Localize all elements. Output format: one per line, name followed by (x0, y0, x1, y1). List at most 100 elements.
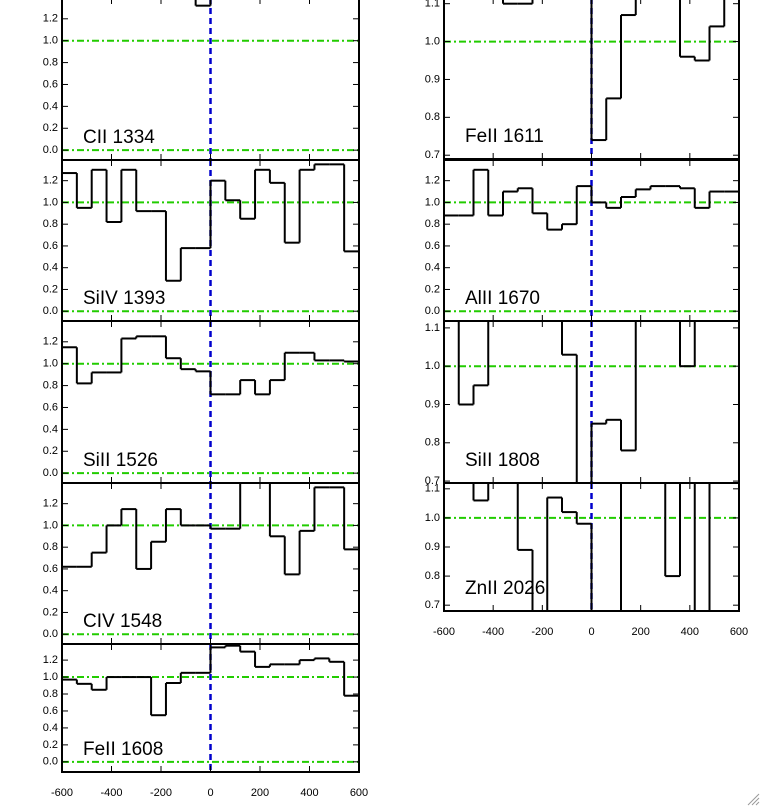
panel: 0.7 0.8 0.9 1.0 1.1 -600 -400 -200 0 200 400 600 ZnI… (425, 482, 748, 638)
y-tick-label: 0.6 (43, 563, 58, 575)
y-tick-label: 0.7 (425, 599, 440, 611)
y-tick-label: 0.2 (43, 122, 58, 134)
x-tick-label: 200 (631, 626, 649, 638)
y-tick-label: 0.2 (43, 739, 58, 751)
y-tick-label: 1.2 (43, 336, 58, 348)
panel-label: SiII 1808 (465, 450, 540, 471)
y-tick-label: 0.0 (43, 144, 58, 156)
plot-area (62, 644, 359, 772)
y-tick-label: 0.4 (425, 262, 440, 274)
plot-area (444, 0, 739, 159)
y-tick-label: 0.8 (425, 111, 440, 123)
y-tick-label: 1.0 (43, 671, 58, 683)
plot-area (444, 483, 739, 611)
y-tick-label: 1.0 (425, 512, 440, 524)
x-tick-label: -600 (51, 787, 73, 799)
y-tick-label: 0.6 (43, 78, 58, 90)
y-tick-label: 0.8 (425, 437, 440, 449)
y-tick-label: 1.0 (43, 519, 58, 531)
panel-label: CIV 1548 (83, 611, 162, 632)
x-tick-label: 0 (588, 626, 594, 638)
plot-area (62, 321, 359, 483)
y-tick-label: 0.6 (425, 240, 440, 252)
grip-line (751, 797, 760, 806)
panel: 0.0 0.2 0.4 0.6 0.8 1.0 1.2 AlII 1670 (425, 159, 740, 322)
panel-label: FeII 1608 (83, 739, 163, 760)
x-tick-label: -400 (482, 626, 504, 638)
x-tick-label: -600 (433, 626, 455, 638)
y-tick-label: 1.0 (425, 35, 440, 47)
y-tick-label: 0.6 (43, 705, 58, 717)
panel: 0.0 0.2 0.4 0.6 0.8 1.0 1.2 CIV 1548 (43, 482, 360, 645)
y-tick-label: 1.0 (425, 360, 440, 372)
y-tick-label: 1.2 (43, 13, 58, 25)
y-tick-label: 0.6 (43, 401, 58, 413)
panel: 0.0 0.2 0.4 0.6 0.8 1.0 1.2 -600 -400 -200 0 200 400… (43, 643, 368, 799)
y-tick-label: 0.2 (43, 445, 58, 457)
y-tick-label: 1.1 (425, 483, 440, 495)
resize-grip (747, 793, 760, 806)
y-tick-label: 0.8 (43, 688, 58, 700)
y-tick-label: 0.2 (43, 283, 58, 295)
panel-label: SiIV 1393 (83, 288, 165, 309)
y-tick-label: 1.0 (425, 196, 440, 208)
y-tick-label: 0.8 (43, 56, 58, 68)
y-tick-label: 1.2 (43, 175, 58, 187)
y-tick-label: 1.1 (425, 0, 440, 10)
y-tick-label: 1.2 (43, 498, 58, 510)
y-tick-label: 1.2 (425, 175, 440, 187)
y-tick-label: 1.0 (43, 35, 58, 47)
y-tick-label: 0.9 (425, 398, 440, 410)
y-tick-label: 1.0 (43, 358, 58, 370)
y-tick-label: 0.4 (43, 585, 58, 597)
y-tick-label: 0.4 (43, 423, 58, 435)
y-tick-label: 1.0 (43, 196, 58, 208)
y-tick-label: 0.0 (43, 467, 58, 479)
y-tick-label: 0.0 (43, 628, 58, 640)
x-tick-label: -200 (531, 626, 553, 638)
x-tick-label: 400 (300, 787, 318, 799)
panel-label: AlII 1670 (465, 288, 540, 309)
panel-label: ZnII 2026 (465, 578, 545, 599)
x-tick-label: 400 (681, 626, 699, 638)
x-tick-label: 0 (207, 787, 213, 799)
grip-line (755, 801, 760, 806)
plot-area (62, 483, 359, 644)
panel: 0.0 0.2 0.4 0.6 0.8 1.0 1.2 CII 1334 (43, 0, 360, 161)
y-tick-label: 0.7 (425, 475, 440, 487)
x-tick-label: 600 (350, 787, 368, 799)
x-tick-label: 600 (730, 626, 748, 638)
y-tick-label: 0.7 (425, 149, 440, 161)
plot-area (444, 160, 739, 321)
panel: 0.7 0.8 0.9 1.0 1.1 SiII 1808 (425, 320, 740, 487)
y-tick-label: 1.2 (43, 654, 58, 666)
plot-area (444, 321, 739, 483)
y-tick-label: 0.9 (425, 73, 440, 85)
panel-label: SiII 1526 (83, 450, 158, 471)
x-tick-label: -200 (150, 787, 172, 799)
y-tick-label: 0.9 (425, 541, 440, 553)
plot-area (62, 160, 359, 321)
y-tick-label: 0.4 (43, 262, 58, 274)
panel-label: FeII 1611 (465, 126, 544, 147)
y-tick-label: 0.8 (43, 218, 58, 230)
y-tick-label: 0.8 (425, 218, 440, 230)
y-tick-label: 0.6 (43, 240, 58, 252)
y-tick-label: 0.2 (43, 606, 58, 618)
y-tick-label: 0.0 (43, 305, 58, 317)
y-tick-label: 0.8 (425, 570, 440, 582)
y-tick-label: 1.1 (425, 322, 440, 334)
x-tick-label: 200 (251, 787, 269, 799)
x-tick-label: -400 (100, 787, 122, 799)
panel: 0.0 0.2 0.4 0.6 0.8 1.0 1.2 SiII 1526 (43, 320, 360, 484)
grip-line (747, 793, 760, 806)
panel: 0.7 0.8 0.9 1.0 1.1 FeII 1611 (425, 0, 740, 161)
y-tick-label: 0.8 (43, 541, 58, 553)
y-tick-label: 0.0 (43, 756, 58, 768)
y-tick-label: 0.4 (43, 100, 58, 112)
panel: 0.0 0.2 0.4 0.6 0.8 1.0 1.2 SiIV 1393 (43, 159, 360, 322)
y-tick-label: 0.8 (43, 379, 58, 391)
y-tick-label: 0.4 (43, 722, 58, 734)
y-tick-label: 0.0 (425, 305, 440, 317)
